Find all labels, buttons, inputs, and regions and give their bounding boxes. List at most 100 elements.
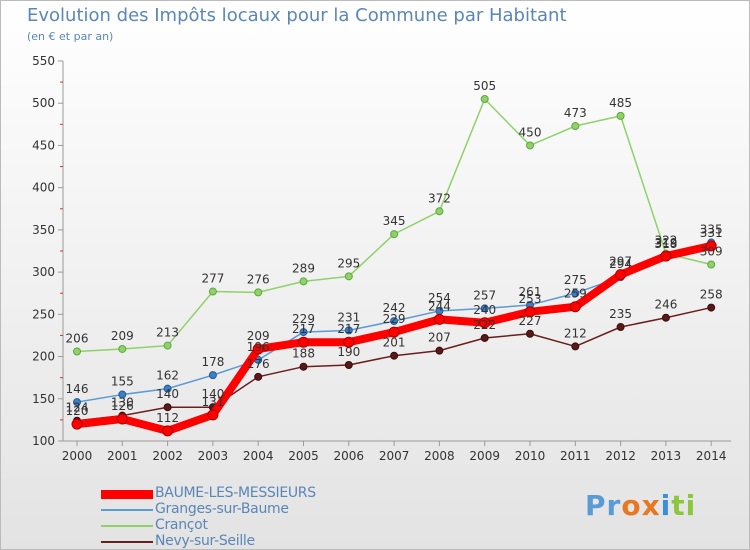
data-label-2: 345	[383, 214, 406, 228]
x-tick-label: 2010	[515, 449, 546, 463]
data-point-0	[705, 240, 717, 252]
legend-item-3[interactable]: Nevy-sur-Seille	[101, 533, 401, 549]
data-label-2: 450	[519, 125, 542, 139]
y-tick-label: 200	[32, 350, 55, 364]
data-label-0: 331	[700, 226, 723, 240]
data-label-1: 229	[292, 312, 315, 326]
legend-swatch-2	[101, 525, 153, 527]
data-point-1	[73, 398, 81, 407]
data-label-2: 213	[156, 326, 179, 340]
data-point-2	[616, 111, 625, 120]
x-tick-label: 2013	[651, 449, 682, 463]
brand-letter: x	[641, 489, 661, 522]
brand-letter: i	[685, 489, 697, 522]
data-label-3: 188	[292, 347, 315, 361]
x-tick-label: 2002	[152, 449, 183, 463]
data-point-0	[252, 343, 264, 355]
data-label-3: 130	[111, 396, 134, 410]
legend-label-3: Nevy-sur-Seille	[155, 533, 255, 549]
data-label-2: 206	[66, 331, 89, 345]
y-tick-label: 150	[32, 392, 55, 406]
data-label-2: 309	[700, 245, 723, 259]
data-label-1: 146	[66, 382, 89, 396]
data-label-0: 259	[564, 287, 587, 301]
data-point-2	[571, 122, 580, 131]
legend: BAUME-LES-MESSIEURS Granges-sur-Baume Cr…	[101, 485, 401, 549]
data-point-0	[162, 425, 174, 437]
data-point-0	[298, 336, 309, 348]
data-label-1: 275	[564, 273, 587, 287]
data-label-1: 162	[156, 369, 179, 383]
data-label-1: 196	[247, 340, 270, 354]
legend-label-2: Crançot	[155, 517, 208, 533]
data-point-0	[343, 336, 355, 348]
data-label-3: 258	[700, 288, 723, 302]
data-point-0	[479, 317, 491, 329]
data-point-3	[254, 372, 263, 381]
data-label-0: 217	[337, 322, 360, 336]
data-label-0: 126	[111, 399, 134, 413]
data-point-1	[299, 328, 308, 337]
data-label-0: 297	[609, 255, 632, 269]
brand-letter: t	[671, 489, 686, 522]
x-tick-label: 2001	[107, 449, 138, 463]
x-tick-label: 2011	[560, 449, 591, 463]
data-point-2	[480, 95, 489, 103]
legend-item-2[interactable]: Crançot	[101, 517, 401, 534]
data-label-2: 276	[247, 272, 270, 286]
legend-swatch-0	[101, 489, 153, 499]
data-label-0: 319	[654, 236, 677, 250]
x-tick-label: 2003	[198, 449, 229, 463]
data-label-3: 140	[201, 387, 224, 401]
proxiti-logo[interactable]: Proxiti	[585, 489, 696, 522]
data-label-3: 201	[383, 336, 406, 350]
data-label-1: 254	[428, 291, 451, 305]
x-tick-label: 2009	[469, 449, 500, 463]
y-tick-label: 450	[32, 138, 55, 152]
x-tick-label: 2007	[379, 449, 410, 463]
x-tick-label: 2006	[334, 449, 365, 463]
legend-label-0: BAUME-LES-MESSIEURS	[155, 485, 316, 501]
y-tick-label: 500	[32, 96, 55, 110]
data-label-0: 240	[473, 303, 496, 317]
y-tick-label: 250	[32, 307, 55, 321]
data-label-3: 246	[654, 298, 677, 312]
data-label-2: 485	[609, 96, 632, 110]
data-label-1: 231	[337, 310, 360, 324]
data-point-0	[207, 409, 219, 421]
data-point-2	[707, 260, 716, 269]
y-tick-label: 300	[32, 265, 55, 279]
data-point-3	[707, 303, 716, 312]
data-label-1: 335	[700, 223, 723, 237]
data-point-2	[344, 272, 353, 281]
data-label-2: 505	[473, 79, 496, 93]
x-tick-label: 2012	[605, 449, 636, 463]
data-label-1: 294	[609, 257, 632, 271]
data-point-0	[615, 269, 627, 281]
data-label-3: 140	[156, 387, 179, 401]
data-point-3	[661, 313, 670, 322]
data-label-1: 178	[201, 355, 224, 369]
legend-item-1[interactable]: Granges-sur-Baume	[101, 501, 401, 518]
legend-item-0[interactable]: BAUME-LES-MESSIEURS	[101, 485, 401, 502]
data-point-0	[569, 301, 581, 313]
data-point-2	[163, 341, 172, 350]
data-point-3	[526, 329, 534, 338]
x-tick-label: 2005	[288, 449, 319, 463]
data-label-1: 318	[654, 237, 677, 251]
x-tick-label: 2004	[243, 449, 274, 463]
data-label-0: 120	[66, 404, 89, 418]
data-label-3: 212	[564, 326, 587, 340]
data-label-2: 277	[201, 272, 224, 286]
data-point-3	[163, 403, 172, 412]
data-point-3	[480, 333, 489, 342]
data-label-3: 235	[609, 307, 632, 321]
data-point-0	[388, 326, 400, 338]
data-point-2	[526, 141, 534, 150]
data-label-0: 112	[156, 411, 179, 425]
data-point-0	[660, 250, 672, 262]
data-label-3: 124	[66, 401, 89, 415]
data-point-0	[116, 413, 128, 425]
chart-subtitle: (en € et par an)	[27, 30, 114, 43]
